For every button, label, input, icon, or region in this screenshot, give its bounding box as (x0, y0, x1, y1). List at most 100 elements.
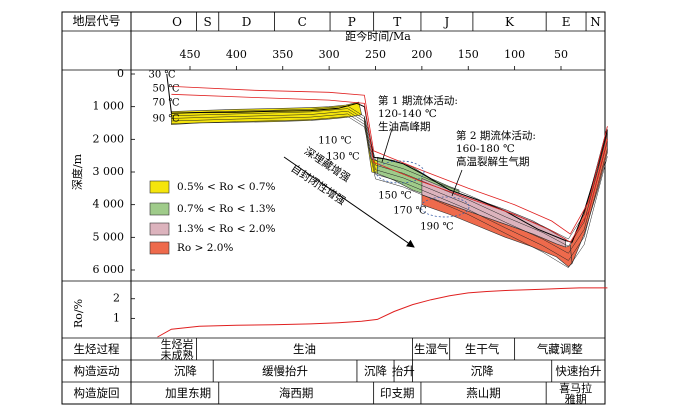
ro-tick-label: 1 (113, 311, 120, 324)
legend: 0.5% < Ro < 0.7% 0.7% < Ro < 1.3% 1.3% < R… (149, 180, 276, 255)
x-tick-label: 200 (411, 48, 432, 61)
ro-panel: Ro/% 1 2 (72, 287, 608, 338)
stage-cell-text: 印支期 (380, 386, 415, 400)
phase2-text: 高温裂解生气期 (456, 155, 530, 168)
y-tick-label: 6 000 (93, 263, 125, 276)
stage-cell-text: 快速抬升 (555, 364, 601, 378)
isotherm-line (171, 93, 608, 243)
y-tick-label: 4 000 (93, 198, 125, 211)
stratum-label-S: S (204, 15, 212, 29)
strata-isopach-line (171, 113, 608, 261)
x-tick-label: 250 (365, 48, 386, 61)
phase1-ellipse (375, 160, 425, 184)
strata-header-label: 地层代号 (72, 14, 120, 28)
phase2-text: 160-180 ℃ (456, 143, 515, 155)
x-tick-label: 150 (458, 48, 479, 61)
x-tick-label: 400 (226, 48, 247, 61)
isotherm-label: 50 ℃ (152, 84, 179, 95)
legend-swatch (149, 241, 170, 255)
stratum-label-O: O (172, 15, 182, 29)
isotherm-label: 130 ℃ (326, 152, 359, 163)
stage-cell-text: 加里东期 (165, 386, 211, 400)
ro-band-yellow (171, 101, 362, 125)
legend-swatch (149, 222, 170, 236)
stage-cell-text: 沉降 (174, 364, 197, 378)
stage-cell-text: 生干气 (465, 342, 500, 356)
legend-label: Ro > 2.0% (177, 242, 233, 254)
strata-isopach-line (171, 105, 608, 240)
phase1-text: 第 1 期流体活动: (378, 94, 458, 107)
burial-trend-arrow (283, 156, 415, 248)
phase2-pointer (451, 169, 463, 197)
stratum-label-N: N (590, 15, 601, 29)
stage-cell-text: 沉降 (364, 364, 387, 378)
stage-cell-text: 沉降 (471, 364, 494, 378)
y-axis-title: 深度/m (70, 153, 84, 190)
stratum-label-T: T (393, 15, 401, 29)
isotherm-label: 70 ℃ (152, 98, 179, 109)
strata-isopach-line (171, 116, 608, 269)
isotherm-label: 170 ℃ (393, 206, 426, 217)
phase1-text: 120-140 ℃ (378, 108, 437, 120)
strata-isopach-line (171, 108, 608, 247)
x-axis-title: 距今时间/Ma (345, 29, 411, 43)
stratum-label-C: C (298, 15, 307, 29)
stratum-label-P: P (348, 15, 356, 29)
legend-label: 1.3% < Ro < 2.0% (177, 223, 276, 235)
ro-band-pink (421, 178, 566, 248)
outer-border (61, 11, 606, 405)
stage-row-label: 构造运动 (74, 364, 120, 378)
stage-row-label: 构造旋回 (74, 386, 120, 400)
ro-axis-title: Ro/% (72, 299, 85, 328)
stage-cell-text: 气藏调整 (537, 342, 583, 356)
y-tick-label: 3 000 (93, 165, 125, 178)
stage-cell-text: 生湿气 (414, 342, 449, 356)
burial-plot: 深度/m 0 1 000 2 000 3 000 4 000 5 000 6 000 30 ℃ 5… (70, 67, 608, 276)
stage-cell-text: 生油 (293, 342, 316, 356)
phase2-text: 第 2 期流体活动: (456, 129, 536, 142)
stage-cell-text: 雅期 (565, 392, 587, 406)
isotherm-line (171, 86, 608, 235)
y-tick-label: 5 000 (93, 230, 125, 243)
isotherm-label: 190 ℃ (420, 222, 453, 233)
stage-cell-text: 抬升 (392, 364, 415, 378)
legend-swatch (149, 202, 170, 216)
legend-label: 0.5% < Ro < 0.7% (177, 181, 276, 193)
phase1-text: 生油高峰期 (378, 120, 431, 133)
x-tick-label: 350 (272, 48, 293, 61)
ro-tick-label: 2 (113, 292, 120, 305)
y-tick-label: 0 (117, 67, 124, 80)
strata-isopach-line (171, 110, 608, 254)
isotherm-label: 30 ℃ (148, 70, 175, 81)
isotherm-label: 150 ℃ (378, 191, 411, 202)
x-tick-label: 450 (180, 48, 201, 61)
stage-cell-text: 喜马拉 (559, 381, 592, 395)
strata-header: 地层代号 O S D C P T J K E N (72, 12, 601, 31)
time-axis: 距今时间/Ma 450 400 350 300 250 200 150 100 50 (180, 29, 568, 70)
stage-row-label: 生烃过程 (74, 342, 120, 356)
isotherm-label: 110 ℃ (318, 136, 351, 147)
x-tick-label: 300 (319, 48, 340, 61)
x-tick-label: 100 (504, 48, 525, 61)
y-tick-label: 2 000 (93, 132, 125, 145)
stage-cell-text: 缓慢抬升 (262, 364, 308, 378)
legend-swatch (149, 180, 170, 194)
x-tick-label: 50 (554, 48, 568, 61)
stratum-label-J: J (443, 15, 450, 29)
stage-cell-text: 生烃岩 (161, 337, 194, 351)
stage-cell-text: 未成熟 (161, 348, 194, 362)
phase1-pointer (381, 128, 393, 163)
phase2-ellipse (420, 196, 470, 218)
figure-frame (61, 11, 606, 405)
stage-cell-text: 燕山期 (466, 386, 501, 400)
stratum-label-E: E (562, 15, 571, 29)
stratum-label-D: D (242, 15, 252, 29)
legend-label: 0.7% < Ro < 1.3% (177, 203, 276, 215)
y-tick-label: 1 000 (93, 100, 125, 113)
isotherm-label: 90 ℃ (152, 114, 179, 125)
stage-cell-text: 海西期 (279, 386, 314, 400)
stratum-label-K: K (505, 15, 515, 29)
ro-curve (157, 287, 608, 338)
